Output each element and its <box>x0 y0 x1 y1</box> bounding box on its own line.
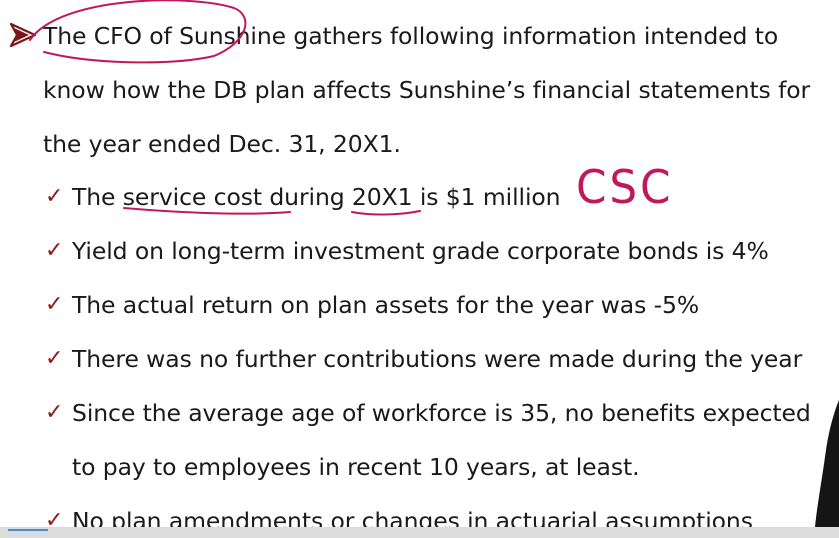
handwritten-annotation: CSC <box>576 160 674 214</box>
bullet-workforce-age-cont: to pay to employees in recent 10 years, … <box>72 453 640 481</box>
bullet-yield: Yield on long-term investment grade corp… <box>72 237 769 265</box>
check-icon: ✓ <box>45 346 64 371</box>
presenter-silhouette <box>814 400 839 538</box>
bullet-service-cost: The service cost during 20X1 is $1 milli… <box>72 183 561 211</box>
bullet-contributions: There was no further contributions were … <box>72 345 803 373</box>
arrow-bullet-icon <box>9 22 37 48</box>
check-icon: ✓ <box>45 238 64 263</box>
video-progress-indicator[interactable] <box>8 529 48 531</box>
check-icon: ✓ <box>45 292 64 317</box>
intro-line-2: know how the DB plan affects Sunshine’s … <box>43 76 811 104</box>
bullet-workforce-age: Since the average age of workforce is 35… <box>72 399 811 427</box>
check-icon: ✓ <box>45 508 64 533</box>
intro-line-3: the year ended Dec. 31, 20X1. <box>43 130 401 158</box>
intro-line-1: The CFO of Sunshine gathers following in… <box>43 22 779 50</box>
bullet-actual-return: The actual return on plan assets for the… <box>72 291 700 319</box>
video-progress-bar[interactable] <box>0 527 839 538</box>
check-icon: ✓ <box>45 400 64 425</box>
check-icon: ✓ <box>45 184 64 209</box>
